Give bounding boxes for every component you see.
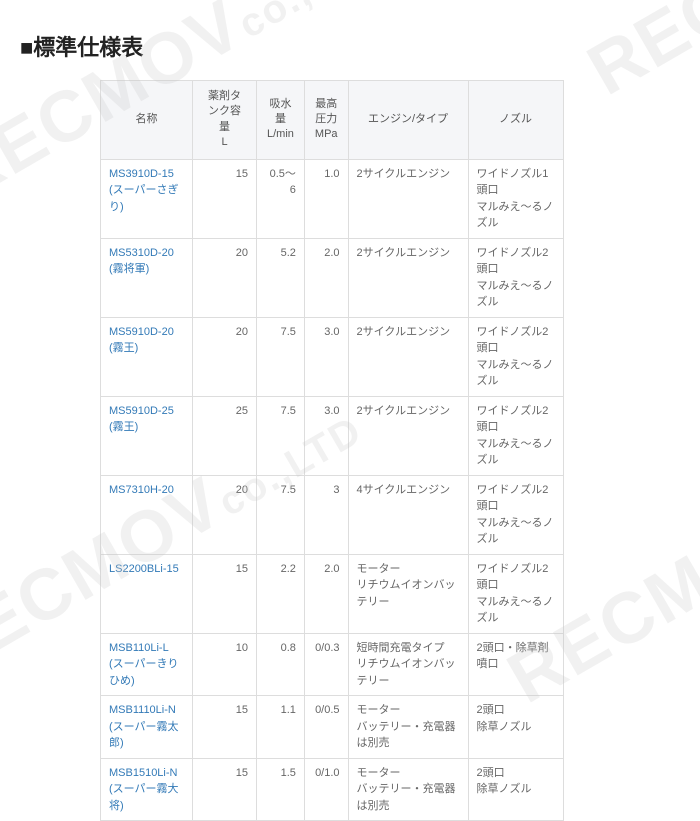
table-cell: LS2200BLi-15 bbox=[101, 554, 193, 633]
table-header: ノズル bbox=[468, 81, 563, 160]
table-cell: 20 bbox=[193, 475, 257, 554]
table-header: エンジン/タイプ bbox=[348, 81, 468, 160]
table-cell: 7.5 bbox=[257, 475, 305, 554]
table-cell: MSB1110Li-N(スーパー霧太郎) bbox=[101, 696, 193, 759]
table-cell: ワイドノズル2頭口マルみえ～るノズル bbox=[468, 475, 563, 554]
table-header: 薬剤タンク容量L bbox=[193, 81, 257, 160]
table-row: MS3910D-15(スーパーさぎり)150.5～61.02サイクルエンジンワイ… bbox=[101, 159, 564, 238]
table-cell: 4サイクルエンジン bbox=[348, 475, 468, 554]
table-cell: MS3910D-15(スーパーさぎり) bbox=[101, 159, 193, 238]
table-cell: 7.5 bbox=[257, 396, 305, 475]
table-cell: 15 bbox=[193, 758, 257, 821]
table-row: MS5910D-25(霧王)257.53.02サイクルエンジンワイドノズル2頭口… bbox=[101, 396, 564, 475]
table-cell: モーターバッテリー・充電器は別売 bbox=[348, 758, 468, 821]
table-header: 最高圧力MPa bbox=[304, 81, 348, 160]
table-cell: 2サイクルエンジン bbox=[348, 396, 468, 475]
table-cell: 10 bbox=[193, 633, 257, 696]
table-cell: MS7310H-20 bbox=[101, 475, 193, 554]
spec-table: 名称薬剤タンク容量L吸水量L/min最高圧力MPaエンジン/タイプノズル MS3… bbox=[100, 80, 564, 821]
table-cell: 3.0 bbox=[304, 396, 348, 475]
table-cell: ワイドノズル2頭口マルみえ～るノズル bbox=[468, 238, 563, 317]
table-cell: モーターリチウムイオンバッテリー bbox=[348, 554, 468, 633]
table-cell: 2.0 bbox=[304, 554, 348, 633]
table-row: MSB1510Li-N(スーパー霧大将)151.50/1.0モーターバッテリー・… bbox=[101, 758, 564, 821]
table-cell: ワイドノズル1頭口マルみえ～るノズル bbox=[468, 159, 563, 238]
table-cell: MS5310D-20(霧将軍) bbox=[101, 238, 193, 317]
table-cell: MS5910D-20(霧王) bbox=[101, 317, 193, 396]
table-cell: 2.0 bbox=[304, 238, 348, 317]
table-row: MS5910D-20(霧王)207.53.02サイクルエンジンワイドノズル2頭口… bbox=[101, 317, 564, 396]
table-cell: 2.2 bbox=[257, 554, 305, 633]
table-row: LS2200BLi-15152.22.0モーターリチウムイオンバッテリーワイドノ… bbox=[101, 554, 564, 633]
table-row: MS5310D-20(霧将軍)205.22.02サイクルエンジンワイドノズル2頭… bbox=[101, 238, 564, 317]
table-cell: 5.2 bbox=[257, 238, 305, 317]
table-cell: 3.0 bbox=[304, 317, 348, 396]
table-row: MSB110Li-L(スーパーきりひめ)100.80/0.3短時間充電タイプリチ… bbox=[101, 633, 564, 696]
table-cell: 2サイクルエンジン bbox=[348, 159, 468, 238]
table-cell: 15 bbox=[193, 554, 257, 633]
table-cell: 2頭口・除草剤噴口 bbox=[468, 633, 563, 696]
table-cell: 15 bbox=[193, 159, 257, 238]
table-cell: MSB1510Li-N(スーパー霧大将) bbox=[101, 758, 193, 821]
table-cell: ワイドノズル2頭口マルみえ～るノズル bbox=[468, 396, 563, 475]
page-title: ■標準仕様表 bbox=[0, 0, 700, 80]
table-header: 吸水量L/min bbox=[257, 81, 305, 160]
table-cell: MS5910D-25(霧王) bbox=[101, 396, 193, 475]
table-cell: 1.1 bbox=[257, 696, 305, 759]
table-cell: 25 bbox=[193, 396, 257, 475]
table-cell: ワイドノズル2頭口マルみえ～るノズル bbox=[468, 554, 563, 633]
table-row: MSB1110Li-N(スーパー霧太郎)151.10/0.5モーターバッテリー・… bbox=[101, 696, 564, 759]
table-cell: 7.5 bbox=[257, 317, 305, 396]
table-cell: モーターバッテリー・充電器は別売 bbox=[348, 696, 468, 759]
table-cell: 0/0.5 bbox=[304, 696, 348, 759]
table-cell: 0/0.3 bbox=[304, 633, 348, 696]
table-cell: 2頭口除草ノズル bbox=[468, 696, 563, 759]
table-cell: 0.8 bbox=[257, 633, 305, 696]
table-cell: 短時間充電タイプリチウムイオンバッテリー bbox=[348, 633, 468, 696]
table-cell: 20 bbox=[193, 238, 257, 317]
table-cell: 1.0 bbox=[304, 159, 348, 238]
table-cell: 0.5～6 bbox=[257, 159, 305, 238]
table-row: MS7310H-20207.534サイクルエンジンワイドノズル2頭口マルみえ～る… bbox=[101, 475, 564, 554]
table-header: 名称 bbox=[101, 81, 193, 160]
table-cell: 0/1.0 bbox=[304, 758, 348, 821]
table-cell: MSB110Li-L(スーパーきりひめ) bbox=[101, 633, 193, 696]
table-cell: 2頭口除草ノズル bbox=[468, 758, 563, 821]
table-cell: 20 bbox=[193, 317, 257, 396]
table-cell: 2サイクルエンジン bbox=[348, 238, 468, 317]
table-cell: 3 bbox=[304, 475, 348, 554]
table-cell: 15 bbox=[193, 696, 257, 759]
table-cell: ワイドノズル2頭口マルみえ～るノズル bbox=[468, 317, 563, 396]
table-cell: 1.5 bbox=[257, 758, 305, 821]
table-cell: 2サイクルエンジン bbox=[348, 317, 468, 396]
